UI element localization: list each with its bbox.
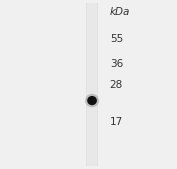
Text: 36: 36 — [110, 59, 123, 69]
Text: 55: 55 — [110, 34, 123, 44]
Text: 28: 28 — [110, 79, 123, 90]
Bar — [87, 3, 97, 166]
Ellipse shape — [85, 94, 99, 107]
Bar — [86, 3, 98, 166]
Ellipse shape — [87, 96, 97, 105]
Text: 17: 17 — [110, 117, 123, 127]
Text: kDa: kDa — [110, 7, 130, 17]
